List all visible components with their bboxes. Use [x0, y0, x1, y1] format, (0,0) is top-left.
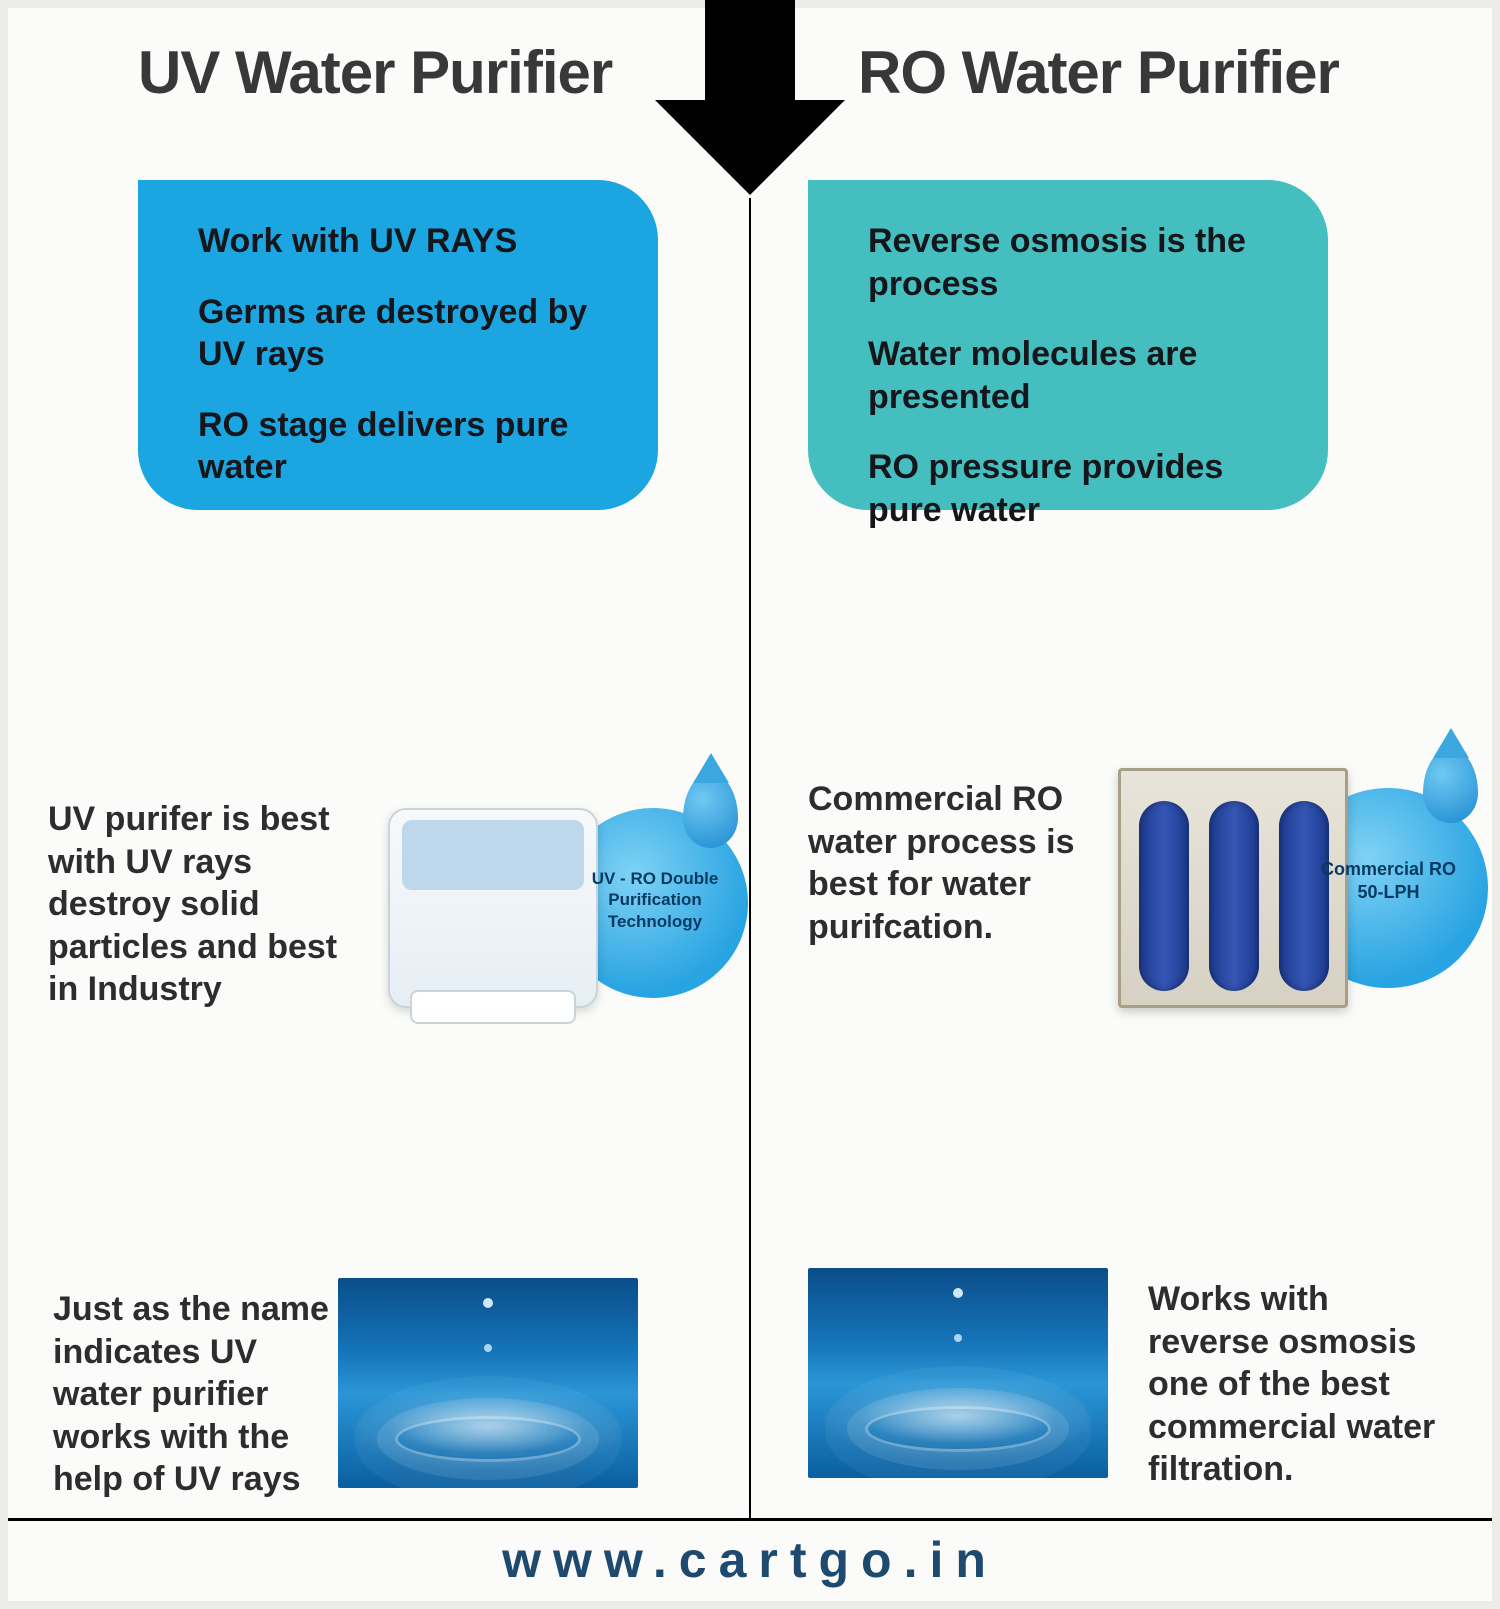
- uv-mid-text: UV purifer is best with UV rays destroy …: [48, 798, 358, 1011]
- uv-bottom-text: Just as the name indicates UV water puri…: [53, 1288, 353, 1501]
- uv-card-line-2: Germs are destroyed by UV rays: [198, 291, 608, 376]
- uv-card: Work with UV RAYS Germs are destroyed by…: [138, 180, 658, 510]
- uv-card-line-1: Work with UV RAYS: [198, 220, 608, 263]
- ro-card-line-2: Water molecules are presented: [868, 333, 1278, 418]
- ro-bottom-text: Works with reverse osmosis one of the be…: [1148, 1278, 1448, 1491]
- bottom-rule: [8, 1518, 1492, 1521]
- ro-card-line-1: Reverse osmosis is the process: [868, 220, 1278, 305]
- footer-url: www.cartgo.in: [8, 1531, 1492, 1589]
- heading-uv: UV Water Purifier: [138, 38, 612, 107]
- ro-card-line-3: RO pressure provides pure water: [868, 446, 1278, 531]
- water-drop-icon: [1423, 748, 1478, 823]
- uv-product-label: UV - RO Double Purification Technology: [580, 868, 730, 932]
- uv-purifier-unit: [388, 808, 598, 1008]
- ro-filter-tube: [1139, 801, 1189, 991]
- ro-product-graphic: Commercial RO 50-LPH: [1118, 748, 1488, 1018]
- uv-card-line-3: RO stage delivers pure water: [198, 404, 608, 489]
- uv-product-graphic: UV - RO Double Purification Technology: [388, 778, 748, 1018]
- water-ripple-image-right: [808, 1268, 1108, 1478]
- ro-mid-text: Commercial RO water process is best for …: [808, 778, 1118, 948]
- vertical-divider: [749, 198, 751, 1518]
- ro-filter-tube: [1209, 801, 1259, 991]
- water-drop-icon: [683, 773, 738, 848]
- heading-ro: RO Water Purifier: [858, 38, 1339, 107]
- ro-card: Reverse osmosis is the process Water mol…: [808, 180, 1328, 510]
- infographic-container: UV Water Purifier RO Water Purifier Work…: [8, 8, 1492, 1601]
- water-ripple-image-left: [338, 1278, 638, 1488]
- ro-product-label: Commercial RO 50-LPH: [1311, 858, 1466, 905]
- arrow-down-stem: [705, 0, 795, 100]
